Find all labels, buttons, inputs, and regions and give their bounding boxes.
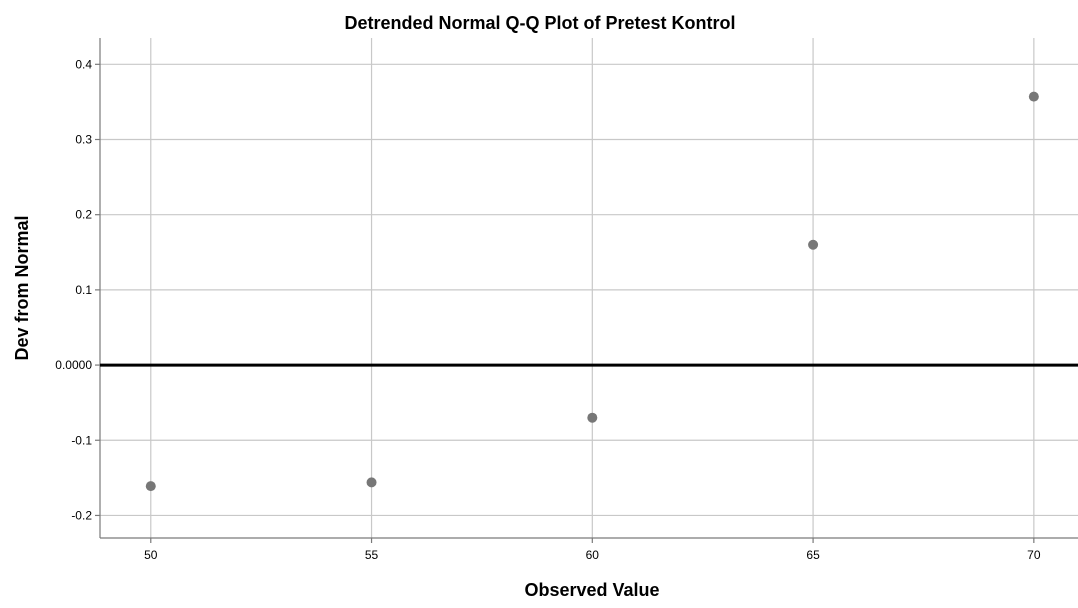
y-axis-title: Dev from Normal	[12, 215, 32, 360]
x-tick-label: 60	[586, 548, 600, 562]
x-tick-label: 55	[365, 548, 379, 562]
y-tick-label: 0.4	[75, 57, 92, 71]
y-tick-label: -0.1	[71, 433, 92, 447]
data-point	[145, 481, 156, 492]
data-points-layer	[145, 91, 1039, 492]
axis-layer	[95, 38, 1078, 543]
x-tick-label: 50	[144, 548, 158, 562]
tick-labels-layer: 50 55 60 65 70 -0.2 -0.1 0.0000 0.1 0.2 0.3 0.4	[55, 57, 1041, 562]
data-point	[1028, 91, 1039, 102]
y-tick-label: -0.2	[71, 508, 92, 522]
data-point	[587, 412, 598, 423]
y-tick-label: 0.0000	[55, 358, 92, 372]
y-tick-label: 0.1	[75, 283, 92, 297]
data-point	[366, 477, 377, 488]
x-tick-label: 70	[1027, 548, 1041, 562]
grid-layer	[100, 38, 1078, 538]
chart-title: Detrended Normal Q-Q Plot of Pretest Kon…	[344, 13, 735, 33]
y-tick-label: 0.2	[75, 208, 92, 222]
y-tick-label: 0.3	[75, 133, 92, 147]
data-point	[808, 239, 819, 250]
x-axis-title: Observed Value	[524, 580, 659, 600]
x-tick-label: 65	[806, 548, 820, 562]
